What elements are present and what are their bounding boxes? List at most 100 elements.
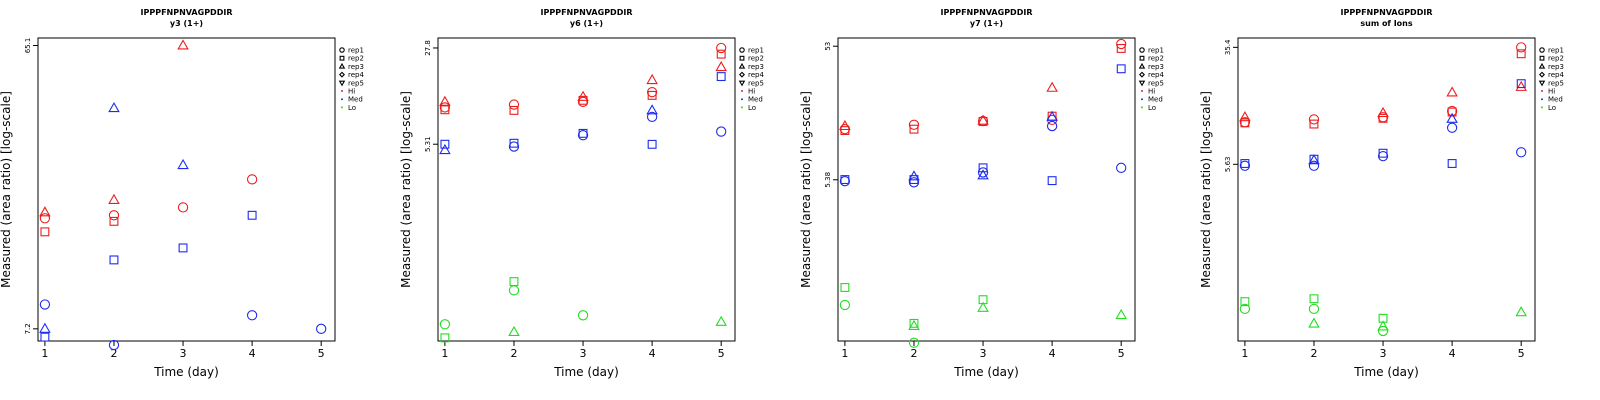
data-point-hi	[1516, 49, 1526, 59]
legend-symbol-lo	[741, 106, 743, 109]
chart-subtitle: y6 (1+)	[570, 19, 603, 28]
chart-subtitle: y7 (1+)	[970, 19, 1003, 28]
data-point-lo	[909, 318, 919, 328]
data-point-lo	[1377, 325, 1389, 337]
legend-symbol-rep1	[1139, 47, 1145, 53]
legend-label-med: Med	[1148, 96, 1163, 104]
data-point-hi	[578, 95, 588, 105]
legend-label-hi: Hi	[748, 88, 755, 96]
legend-label-rep1: rep1	[748, 47, 764, 55]
data-point-med	[1377, 150, 1389, 162]
legend-label-rep3: rep3	[748, 63, 764, 71]
data-point-med	[716, 126, 727, 137]
legend-label-lo: Lo	[348, 104, 356, 112]
data-point-lo	[840, 283, 850, 292]
legend-label-rep5: rep5	[1148, 79, 1164, 87]
x-tick-label: 4	[1449, 347, 1456, 360]
legend-symbol-rep3	[1538, 62, 1546, 69]
y-axis-label: Measured (area ratio) [log-scale]	[1199, 91, 1213, 288]
y-tick-label: 5.31	[424, 136, 432, 152]
chart-subtitle: y3 (1+)	[170, 19, 203, 28]
legend-symbol-hi	[1141, 90, 1143, 92]
data-point-hi	[1240, 118, 1250, 128]
y-tick-label: 5.63	[1224, 156, 1232, 172]
legend-symbol-med	[741, 98, 743, 101]
data-point-med	[908, 177, 920, 188]
data-point-hi	[246, 174, 258, 185]
legend-symbol-med	[1141, 98, 1143, 101]
y-tick-label: 35.4	[1224, 39, 1232, 55]
data-point-hi	[40, 227, 50, 237]
x-axis-label: Time (day)	[953, 365, 1019, 379]
data-point-med	[1308, 154, 1320, 165]
legend-label-lo: Lo	[748, 104, 756, 112]
data-point-hi	[646, 87, 658, 98]
x-tick-label: 2	[510, 347, 517, 360]
chart-subtitle: sum of Ions	[1360, 19, 1413, 28]
x-tick-label: 3	[1380, 347, 1387, 360]
data-point-lo	[1308, 317, 1320, 328]
legend-symbol-med	[1541, 98, 1543, 101]
y-axis-label: Measured (area ratio) [log-scale]	[799, 91, 813, 288]
legend-symbol-lo	[1141, 106, 1143, 109]
legend-symbol-rep3	[338, 62, 346, 69]
data-point-lo	[577, 310, 589, 321]
data-point-med	[978, 163, 988, 173]
data-point-med	[40, 332, 50, 342]
data-point-med	[108, 101, 120, 113]
data-point-lo	[508, 285, 520, 296]
chart-panel-4: IPPPFNPNVAGPDDIR sum of Ions 1 2 3 4 5 35.4 5.63…	[1199, 8, 1564, 379]
y-tick-label: 27.8	[424, 40, 432, 56]
legend-label-rep1: rep1	[348, 47, 364, 55]
legend-symbol-rep5	[1138, 80, 1146, 87]
x-tick-label: 5	[1518, 347, 1525, 360]
x-tick-label: 5	[718, 347, 725, 360]
chart-panel-2: IPPPFNPNVAGPDDIR y6 (1+) 1 2 3 4 5 27.8 5.31 Time…	[399, 8, 764, 379]
data-point-med	[439, 143, 451, 155]
data-point-med	[647, 139, 657, 149]
x-tick-label: 1	[41, 347, 48, 360]
legend-symbol-rep5	[338, 80, 346, 87]
data-point-med	[316, 323, 327, 334]
legend-symbol-rep4	[1539, 71, 1545, 78]
legend-label-rep5: rep5	[348, 79, 364, 87]
legend-symbol-med	[341, 98, 343, 101]
y-tick-label: 53	[824, 42, 832, 51]
data-point-lo	[1308, 303, 1320, 315]
legend-symbol-hi	[741, 90, 743, 92]
legend-label-med: Med	[748, 96, 763, 104]
data-point-hi	[716, 42, 727, 54]
legend-label-hi: Hi	[1148, 88, 1155, 96]
legend-label-rep4: rep4	[1148, 71, 1164, 79]
data-point-med	[1308, 160, 1320, 171]
data-point-hi	[1116, 38, 1127, 50]
x-tick-label: 5	[318, 347, 325, 360]
data-point-med	[646, 104, 658, 115]
y-tick-label: 7.2	[24, 323, 32, 334]
legend-symbol-hi	[1541, 90, 1543, 92]
legend-symbol-rep5	[1538, 80, 1546, 87]
data-point-hi	[577, 96, 589, 108]
data-point-hi	[1447, 107, 1457, 117]
data-point-lo	[908, 337, 920, 348]
data-point-hi	[1116, 43, 1126, 53]
legend-label-rep5: rep5	[1548, 79, 1564, 87]
data-point-hi	[908, 119, 920, 130]
plot-frame	[37, 37, 336, 342]
data-point-hi	[1377, 106, 1389, 118]
x-axis-label: Time (day)	[153, 365, 219, 379]
x-tick-label: 4	[249, 347, 256, 360]
data-point-hi	[440, 105, 450, 115]
data-point-lo	[839, 299, 851, 311]
data-point-lo	[509, 277, 519, 287]
data-point-med	[646, 111, 658, 123]
legend-label-rep2: rep2	[348, 55, 364, 63]
plot-frame	[437, 37, 736, 342]
x-tick-label: 3	[180, 347, 187, 360]
data-point-med	[1116, 162, 1127, 173]
legend-label-med: Med	[348, 96, 363, 104]
data-point-hi	[839, 124, 851, 135]
